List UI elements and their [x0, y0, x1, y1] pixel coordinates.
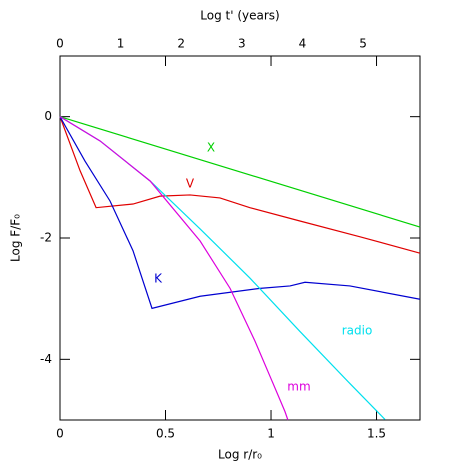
x2-tick-label: 1 [117, 37, 125, 51]
series-label: radio [342, 324, 373, 338]
x2-tick-label: 3 [238, 37, 246, 51]
x-tick-label: 0 [56, 427, 64, 441]
x-tick-label: 0.5 [156, 427, 175, 441]
x2-tick-label: 5 [359, 37, 367, 51]
x2-axis-label: Log t' (years) [200, 9, 279, 23]
x2-tick-label: 4 [299, 37, 307, 51]
series-line [59, 116, 421, 310]
series-line [59, 116, 421, 228]
series-label: V [186, 177, 195, 191]
y-tick-label: 0 [44, 109, 52, 123]
series-line [59, 116, 289, 421]
x2-tick-label: 2 [177, 37, 185, 51]
x2-tick-label: 0 [56, 37, 64, 51]
x-tick-label: 1 [267, 427, 275, 441]
x-axis-label: Log r/r₀ [218, 448, 262, 462]
series-label: K [154, 272, 163, 286]
y-tick-label: -4 [40, 352, 52, 366]
x-tick-label: 1.5 [367, 427, 386, 441]
series-label: X [207, 141, 215, 155]
y-tick-label: -2 [40, 231, 52, 245]
series-line [59, 116, 386, 420]
y-axis-label: Log F/F₀ [9, 214, 23, 262]
series-label: mm [287, 380, 310, 394]
series-line [59, 116, 421, 254]
